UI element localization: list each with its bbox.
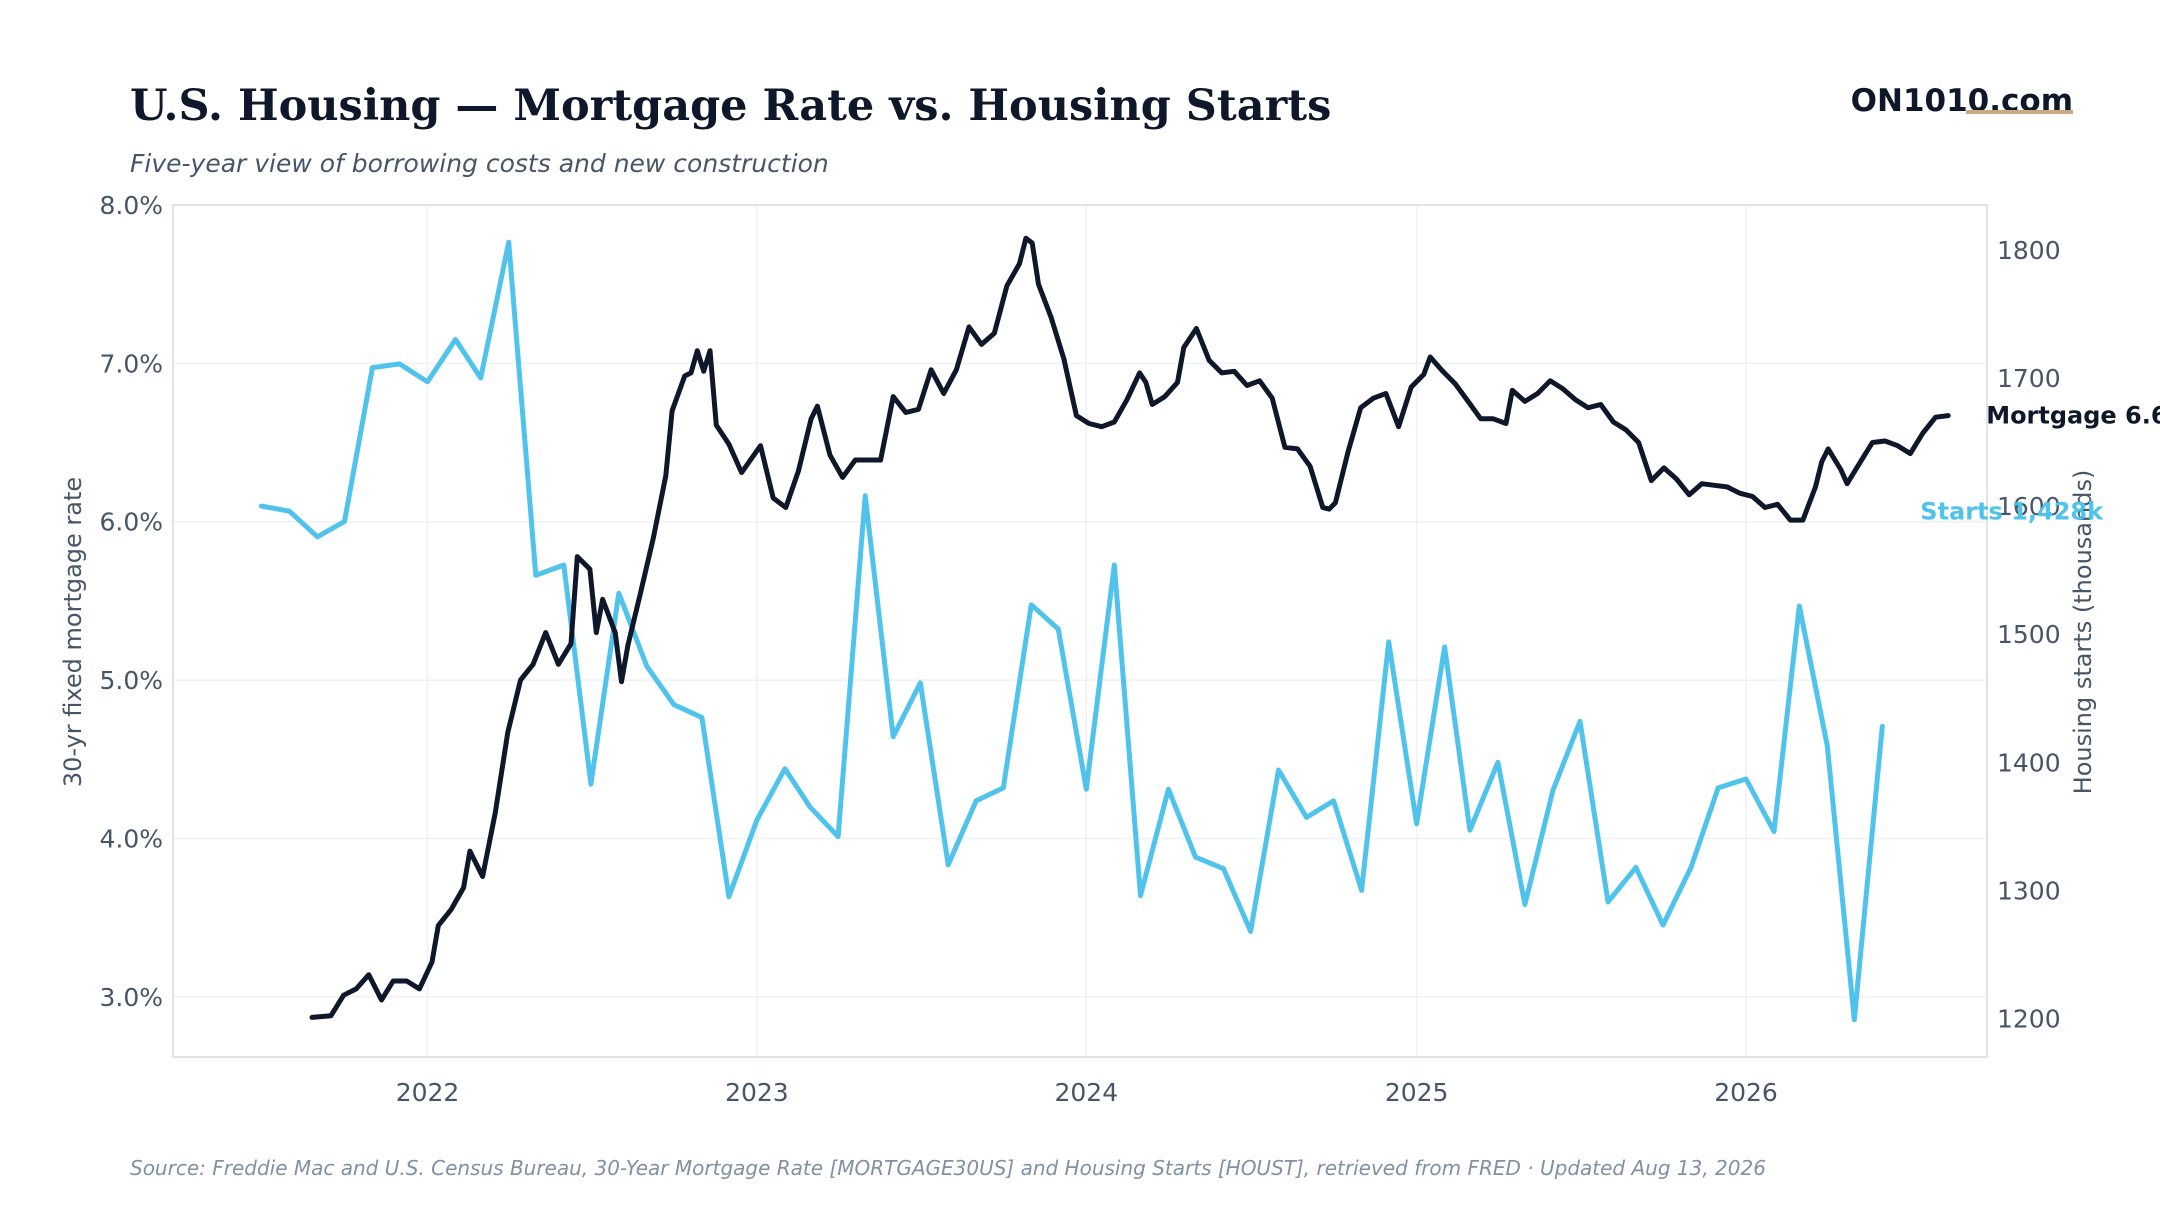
mortgage-line (309, 235, 1951, 1020)
right-tick-label: 1800 (1997, 236, 2061, 265)
x-tick-label: 2024 (1055, 1078, 1119, 1107)
grid (173, 204, 1987, 1057)
right-tick-label: 1400 (1997, 748, 2061, 777)
left-tick-label: 5.0% (99, 666, 163, 695)
right-tick-label: 1300 (1997, 876, 2061, 905)
right-tick-label: 1200 (1997, 1005, 2061, 1034)
left-tick-label: 7.0% (99, 349, 163, 378)
left-tick-label: 8.0% (99, 191, 163, 220)
brand-underline (1966, 110, 2073, 114)
end-labels: Mortgage 6.67% Starts 1,428k (1920, 402, 2160, 526)
left-tick-label: 4.0% (99, 824, 163, 853)
right-tick-label: 1600 (1997, 492, 2061, 521)
starts-end-label: Starts 1,428k (1920, 497, 2104, 525)
chart-title: U.S. Housing — Mortgage Rate vs. Housing… (130, 81, 1331, 131)
left-axis: 3.0% 4.0% 5.0% 6.0% 7.0% 8.0% (99, 191, 163, 1012)
chart-subtitle: Five-year view of borrowing costs and ne… (130, 149, 829, 178)
mortgage-end-label: Mortgage 6.67% (1986, 402, 2160, 430)
series (258, 235, 1951, 1023)
x-tick-label: 2023 (725, 1078, 789, 1107)
x-axis: 2022 2023 2024 2025 2026 (396, 1078, 1778, 1107)
source-note: Source: Freddie Mac and U.S. Census Bure… (130, 1156, 1766, 1180)
right-tick-label: 1700 (1997, 364, 2061, 393)
plot-area (172, 204, 1988, 1058)
x-tick-label: 2026 (1714, 1078, 1778, 1107)
left-tick-label: 3.0% (99, 983, 163, 1012)
x-tick-label: 2025 (1385, 1078, 1449, 1107)
starts-line (258, 239, 1885, 1023)
right-tick-label: 1500 (1997, 620, 2061, 649)
left-tick-label: 6.0% (99, 508, 163, 537)
left-axis-label: 30-yr fixed mortgage rate (59, 477, 87, 787)
x-tick-label: 2022 (396, 1078, 460, 1107)
right-axis: 1200 1300 1400 1500 1600 1700 1800 (1997, 236, 2061, 1034)
right-axis-label: Housing starts (thousands) (2069, 470, 2097, 795)
